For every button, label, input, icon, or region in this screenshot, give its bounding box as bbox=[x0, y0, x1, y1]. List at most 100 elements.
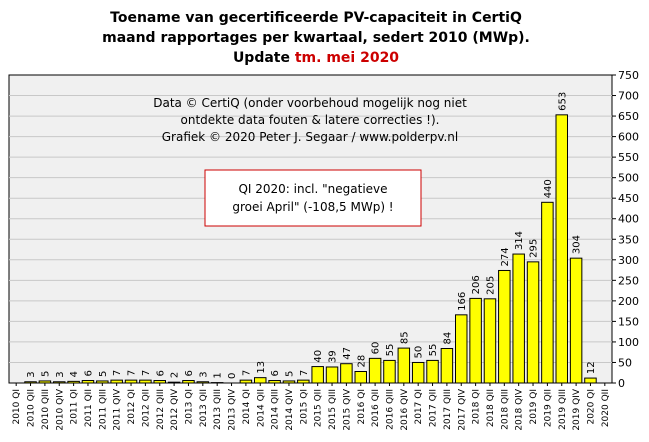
x-tick-label: 2019 QII bbox=[543, 389, 553, 427]
data-label: 2 bbox=[170, 372, 181, 378]
bar bbox=[340, 363, 353, 384]
x-tick-label: 2018 QIV bbox=[515, 388, 525, 431]
bar bbox=[38, 380, 52, 384]
bar bbox=[354, 371, 367, 384]
x-tick-label: 2020 QI bbox=[586, 389, 596, 425]
bar bbox=[411, 361, 425, 384]
bar bbox=[368, 357, 382, 384]
y-tick-label: 550 bbox=[618, 151, 639, 164]
y-tick-label: 450 bbox=[618, 192, 639, 205]
bar bbox=[167, 381, 181, 384]
y-tick-label: 200 bbox=[618, 295, 639, 308]
data-label: 7 bbox=[241, 370, 252, 376]
y-tick-label: 300 bbox=[618, 254, 639, 267]
source-note-line-2: ontdekte data fouten & latere correcties… bbox=[181, 113, 440, 127]
data-label: 274 bbox=[500, 247, 511, 266]
data-label: 12 bbox=[586, 361, 597, 374]
x-tick-label: 2010 QIV bbox=[55, 388, 65, 431]
bar bbox=[383, 359, 396, 384]
x-tick-label: 2017 QI bbox=[414, 389, 424, 425]
bar bbox=[483, 298, 497, 384]
y-tick-label: 250 bbox=[618, 274, 639, 287]
data-label: 314 bbox=[514, 231, 525, 250]
x-tick-label: 2017 QII bbox=[429, 389, 439, 427]
data-label: 50 bbox=[414, 346, 425, 359]
data-label: 166 bbox=[457, 292, 468, 311]
y-tick-label: 50 bbox=[618, 356, 632, 369]
x-tick-label: 2016 QI bbox=[357, 389, 367, 425]
bar bbox=[297, 379, 310, 384]
data-label: 5 bbox=[40, 371, 51, 377]
data-label: 39 bbox=[328, 350, 339, 363]
plot-area bbox=[8, 74, 613, 384]
x-tick-label: 2010 QII bbox=[27, 389, 37, 427]
x-tick-label: 2016 QII bbox=[371, 389, 381, 427]
y-tick-label: 350 bbox=[618, 233, 639, 246]
y-tick-label: 650 bbox=[618, 110, 639, 123]
y-tick-label: 0 bbox=[618, 377, 625, 390]
x-tick-label: 2014 QII bbox=[256, 389, 266, 427]
data-label: 55 bbox=[385, 344, 396, 357]
x-tick-label: 2012 QIV bbox=[170, 388, 180, 431]
x-tick-label: 2010 QI bbox=[12, 389, 22, 425]
bar bbox=[426, 359, 439, 384]
data-label: 5 bbox=[98, 371, 109, 377]
bar bbox=[182, 380, 195, 384]
bar bbox=[53, 381, 66, 384]
bar bbox=[311, 366, 324, 384]
data-label: 55 bbox=[428, 344, 439, 357]
bar bbox=[96, 380, 109, 384]
bar bbox=[584, 377, 597, 384]
bar bbox=[469, 297, 482, 384]
x-axis-ticks: 2010 QI 2010 QII 2010 QIII 2010 QIV 2011 QI 2… bbox=[12, 383, 611, 431]
x-tick-label: 2013 QIV bbox=[228, 388, 238, 431]
data-label: 40 bbox=[313, 350, 324, 363]
x-tick-label: 2010 QIII bbox=[41, 389, 51, 430]
x-tick-label: 2017 QIII bbox=[443, 389, 453, 430]
x-tick-label: 2016 QIII bbox=[385, 389, 395, 430]
data-label: 295 bbox=[529, 239, 540, 258]
x-tick-label: 2019 QIV bbox=[572, 388, 582, 431]
bar bbox=[541, 201, 554, 384]
x-tick-label: 2014 QIII bbox=[271, 389, 281, 430]
bar bbox=[282, 380, 296, 384]
data-label: 7 bbox=[299, 370, 310, 376]
data-label: 84 bbox=[442, 332, 453, 345]
data-label: 304 bbox=[572, 235, 583, 254]
bar bbox=[139, 379, 152, 384]
bar bbox=[81, 380, 95, 384]
bar bbox=[239, 379, 253, 384]
data-label: 3 bbox=[198, 371, 209, 377]
data-label: 7 bbox=[112, 370, 123, 376]
x-tick-label: 2018 QII bbox=[486, 389, 496, 427]
bar bbox=[110, 379, 123, 384]
x-tick-label: 2015 QIV bbox=[342, 388, 352, 431]
x-tick-label: 2013 QI bbox=[184, 389, 194, 425]
title-line-2: maand rapportages per kwartaal, sedert 2… bbox=[102, 30, 530, 46]
x-tick-label: 2019 QI bbox=[529, 389, 539, 425]
bar bbox=[196, 381, 210, 384]
bar bbox=[455, 314, 468, 384]
y-tick-label: 700 bbox=[618, 90, 639, 103]
x-tick-label: 2011 QIV bbox=[113, 388, 123, 431]
x-tick-label: 2020 QII bbox=[601, 389, 611, 427]
y-tick-label: 600 bbox=[618, 131, 639, 144]
data-label: 5 bbox=[284, 371, 295, 377]
x-tick-label: 2012 QIII bbox=[156, 389, 166, 430]
y-tick-label: 750 bbox=[618, 69, 639, 82]
data-label: 0 bbox=[227, 373, 238, 379]
x-tick-label: 2015 QIII bbox=[328, 389, 338, 430]
gridlines bbox=[9, 95, 612, 363]
data-label: 6 bbox=[83, 370, 94, 376]
y-axis-ticks: 0 50 100 150 200 250 300 350 400 450 500 550 600 650 7… bbox=[612, 69, 639, 390]
data-label: 85 bbox=[399, 331, 410, 344]
x-tick-label: 2014 QIV bbox=[285, 388, 295, 431]
x-tick-label: 2015 QI bbox=[299, 389, 309, 425]
x-tick-label: 2015 QII bbox=[314, 389, 324, 427]
bar bbox=[569, 257, 583, 384]
x-tick-label: 2018 QI bbox=[472, 389, 482, 425]
x-tick-label: 2013 QII bbox=[199, 389, 209, 427]
x-tick-label: 2011 QI bbox=[70, 389, 80, 425]
bar bbox=[397, 347, 411, 384]
